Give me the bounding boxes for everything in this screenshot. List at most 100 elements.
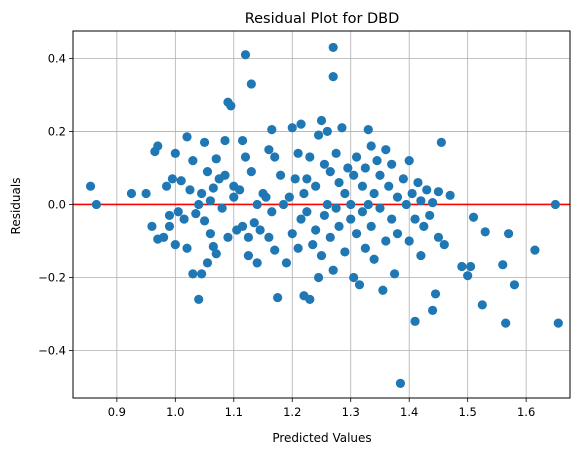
scatter-point xyxy=(425,210,435,221)
scatter-point xyxy=(433,187,444,197)
scatter-point xyxy=(477,300,487,310)
scatter-point xyxy=(270,245,280,255)
scatter-point xyxy=(381,145,391,155)
scatter-point xyxy=(351,152,362,162)
scatter-point xyxy=(305,152,315,162)
scatter-point xyxy=(357,207,368,217)
scatter-point xyxy=(360,243,370,253)
scatter-point xyxy=(322,199,332,210)
scatter-point xyxy=(372,156,382,166)
scatter-point xyxy=(410,316,420,326)
scatter-point xyxy=(357,181,368,191)
scatter-point xyxy=(281,258,292,268)
scatter-point xyxy=(319,210,330,221)
scatter-point xyxy=(159,232,169,242)
scatter-point xyxy=(401,199,411,210)
scatter-point xyxy=(290,174,300,184)
scatter-point xyxy=(427,198,438,208)
scatter-point xyxy=(267,207,277,217)
scatter-point xyxy=(498,260,508,270)
scatter-point xyxy=(91,199,101,210)
scatter-point xyxy=(182,132,192,142)
scatter-point xyxy=(313,130,324,140)
scatter-point xyxy=(240,50,251,60)
scatter-point xyxy=(252,258,262,268)
scatter-point xyxy=(188,269,198,279)
scatter-point xyxy=(351,229,362,239)
scatter-point xyxy=(316,115,327,126)
scatter-point xyxy=(197,188,207,199)
scatter-point xyxy=(319,159,330,169)
scatter-point xyxy=(273,292,283,303)
scatter-point xyxy=(334,221,344,231)
scatter-point xyxy=(161,181,172,191)
scatter-point xyxy=(392,229,403,239)
scatter-point xyxy=(141,188,151,199)
x-axis-label: Predicted Values xyxy=(272,431,371,445)
scatter-point xyxy=(223,232,233,242)
scatter-point xyxy=(445,190,455,200)
x-tick-label: 1.6 xyxy=(517,405,535,419)
scatter-point xyxy=(287,123,297,133)
scatter-point xyxy=(331,203,341,213)
scatter-point xyxy=(185,185,195,195)
scatter-point xyxy=(463,271,473,281)
scatter-point xyxy=(126,188,137,199)
scatter-point xyxy=(384,181,394,191)
scatter-point xyxy=(550,199,560,210)
scatter-point xyxy=(270,152,280,162)
scatter-point xyxy=(375,170,385,180)
scatter-point xyxy=(387,214,397,224)
scatter-point xyxy=(387,159,397,169)
scatter-point xyxy=(404,236,414,246)
scatter-point xyxy=(369,188,379,199)
scatter-point xyxy=(302,174,312,184)
scatter-point xyxy=(296,119,306,129)
scatter-point xyxy=(553,318,563,328)
scatter-point xyxy=(466,261,476,272)
scatter-point xyxy=(217,203,227,213)
y-tick-label: 0.4 xyxy=(48,51,66,65)
scatter-point xyxy=(416,250,426,261)
scatter-point xyxy=(530,245,540,255)
scatter-point xyxy=(170,148,180,158)
y-tick-label: −0.2 xyxy=(38,270,66,284)
scatter-point xyxy=(328,72,338,82)
plot-area-frame xyxy=(72,30,571,399)
scatter-point xyxy=(179,214,189,224)
scatter-point xyxy=(293,148,303,158)
scatter-point xyxy=(413,177,423,188)
scatter-point xyxy=(191,208,201,219)
scatter-point xyxy=(240,152,251,162)
scatter-point xyxy=(164,210,175,221)
scatter-point xyxy=(433,232,444,242)
scatter-point xyxy=(153,141,163,151)
scatter-point xyxy=(410,214,420,224)
scatter-point xyxy=(392,192,403,202)
x-tick-label: 1.2 xyxy=(283,405,301,419)
scatter-point xyxy=(188,156,198,166)
scatter-point xyxy=(255,225,265,235)
scatter-point xyxy=(346,214,356,224)
x-tick-label: 1.1 xyxy=(225,405,243,419)
scatter-point xyxy=(313,272,324,283)
scatter-point xyxy=(407,188,417,199)
scatter-point xyxy=(509,280,520,290)
scatter-point xyxy=(322,126,332,137)
scatter-point xyxy=(349,272,359,283)
scatter-point xyxy=(252,199,262,210)
scatter-point xyxy=(173,207,183,217)
scatter-point xyxy=(235,185,245,195)
scatter-point xyxy=(366,141,376,151)
scatter-point xyxy=(278,199,289,210)
scatter-point xyxy=(202,166,213,177)
scatter-point xyxy=(398,174,408,184)
scatter-point xyxy=(308,240,318,250)
scatter-point xyxy=(246,166,256,177)
x-tick-label: 1.4 xyxy=(400,405,418,419)
scatter-points xyxy=(85,42,563,388)
scatter-point xyxy=(275,170,286,180)
scatter-point xyxy=(311,181,321,191)
x-tick-label: 1.3 xyxy=(342,405,360,419)
